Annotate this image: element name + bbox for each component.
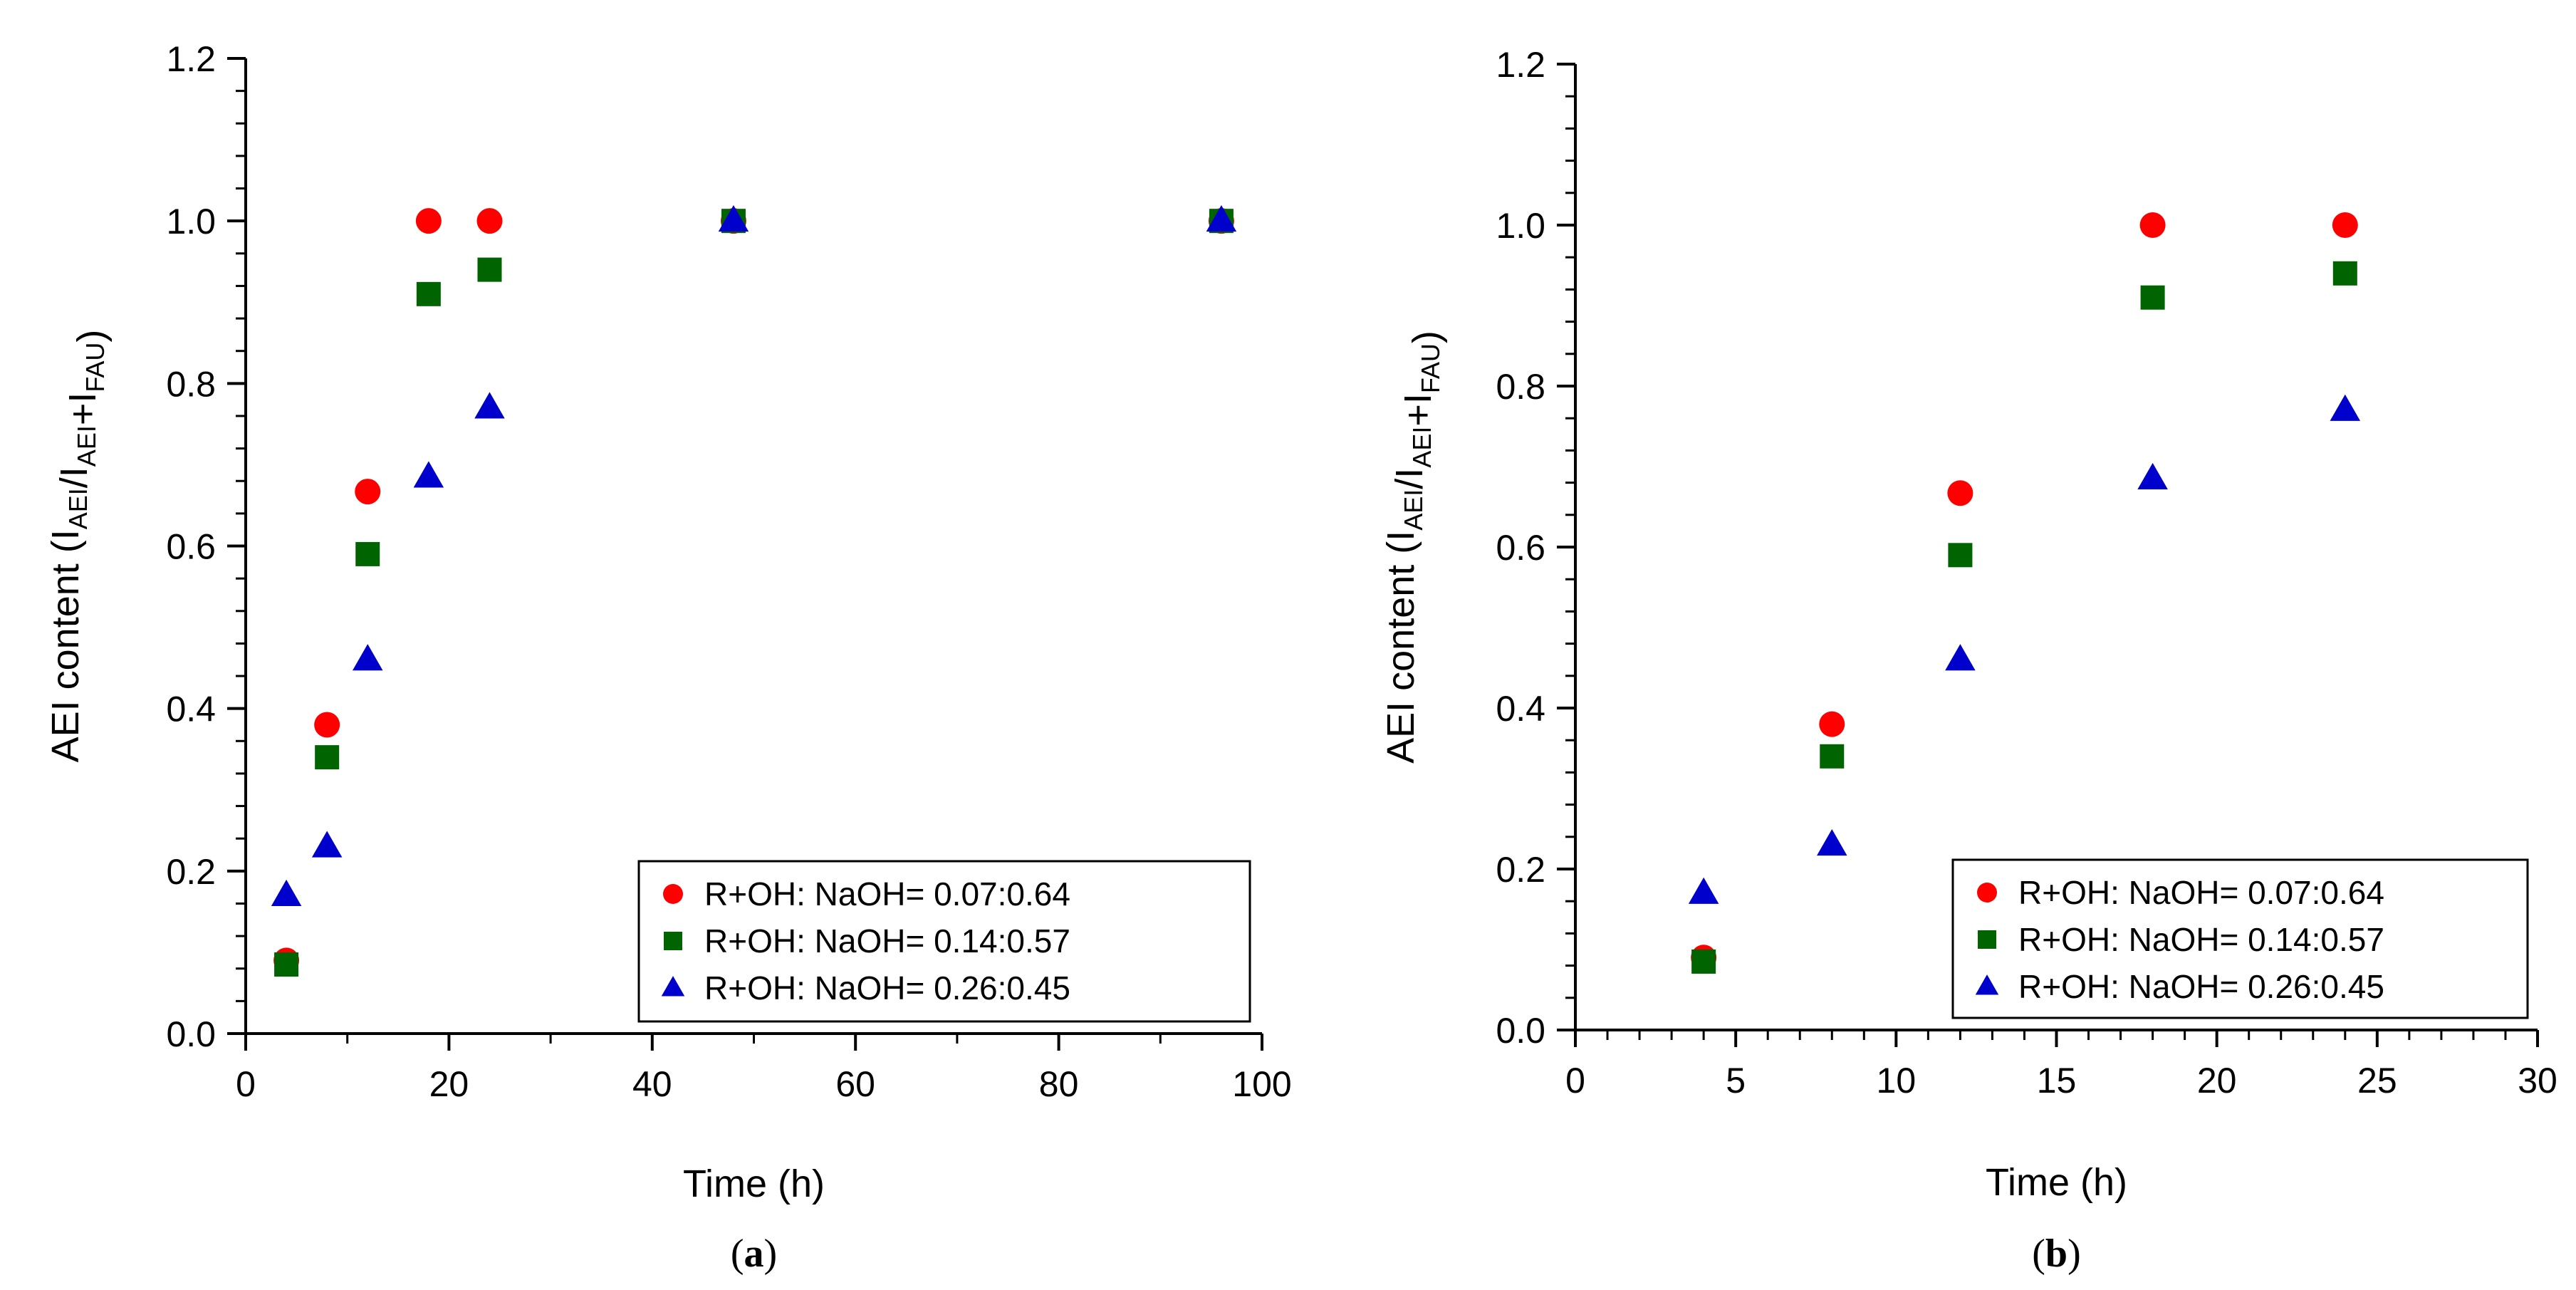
data-point-square [1691, 949, 1716, 974]
x-tick-label: 60 [835, 1064, 875, 1104]
data-point-triangle [1817, 828, 1847, 856]
data-point-circle [2332, 212, 2358, 238]
data-point-circle [415, 208, 442, 234]
legend-marker-square [664, 932, 682, 950]
y-tick-label: 0.0 [166, 1014, 216, 1054]
data-point-circle [355, 479, 381, 505]
data-point-triangle [474, 392, 505, 419]
y-tick-label: 1.0 [166, 202, 216, 241]
data-point-triangle [718, 205, 749, 232]
legend: R+OH: NaOH= 0.07:0.64 R+OH: NaOH= 0.14:0.… [637, 860, 1251, 1023]
panel-caption: (a) [731, 1232, 777, 1276]
data-point-circle [1819, 711, 1845, 737]
data-point-triangle [413, 461, 444, 488]
data-point-circle [2139, 212, 2166, 238]
x-tick-label: 0 [1565, 1061, 1585, 1101]
x-tick-label: 80 [1039, 1064, 1079, 1104]
data-point-square [416, 281, 441, 306]
legend-marker-circle [1977, 883, 1997, 903]
legend-marker-square [1978, 930, 1996, 949]
series-circle [273, 208, 1234, 974]
chart-panel-a: 0 20 40 60 80 100 0.0 0.2 0.4 0.6 0.8 1.0 1.2 Time (h… [44, 39, 1292, 1276]
data-point-triangle [1945, 644, 1976, 671]
data-point-triangle [1688, 877, 1719, 904]
data-point-square [1820, 744, 1845, 769]
data-point-square [1948, 543, 1973, 568]
x-tick-label: 10 [1877, 1061, 1917, 1101]
x-tick-label: 15 [2037, 1061, 2077, 1101]
x-tick-label: 20 [429, 1064, 469, 1104]
x-tick-label: 100 [1232, 1064, 1291, 1104]
x-tick-label: 25 [2357, 1061, 2397, 1101]
data-point-triangle [2137, 462, 2168, 489]
data-point-circle [476, 208, 503, 234]
x-axis-label: Time (h) [1986, 1161, 2127, 1204]
data-point-triangle [352, 644, 383, 671]
data-point-circle [314, 712, 340, 738]
legend-label: R+OH: NaOH= 0.26:0.45 [2018, 968, 2384, 1005]
data-point-square [315, 745, 340, 770]
data-point-triangle [311, 831, 343, 858]
legend-label: R+OH: NaOH= 0.07:0.64 [704, 875, 1070, 912]
y-tick-label: 0.6 [166, 527, 216, 567]
x-tick-label: 40 [632, 1064, 672, 1104]
y-tick-label: 0.6 [1496, 528, 1545, 568]
x-tick-label: 0 [236, 1064, 256, 1104]
data-point-triangle [271, 879, 302, 907]
series-square [1691, 261, 2357, 974]
data-point-triangle [1206, 205, 1237, 232]
y-tick-label: 0.0 [1496, 1011, 1545, 1051]
x-axis-label: Time (h) [683, 1162, 825, 1205]
legend-marker-triangle [1975, 974, 1999, 995]
data-point-triangle [2330, 394, 2361, 421]
x-tick-label: 5 [1726, 1061, 1746, 1101]
legend-marker-triangle [661, 976, 685, 997]
y-tick-label: 0.4 [1496, 689, 1545, 729]
data-point-circle [1947, 480, 1973, 506]
legend-box [1951, 858, 2529, 1019]
y-axis-label: AEI content (IAEI/IAEI+IFAU) [44, 330, 113, 763]
data-point-square [355, 541, 380, 566]
chart-panel-b: 0 5 10 15 20 25 30 0.0 0.2 0.4 0.6 0.8 1.0 1.2 Time (h… [1380, 45, 2557, 1276]
x-tick-label: 30 [2518, 1061, 2557, 1101]
y-tick-label: 0.2 [1496, 850, 1545, 890]
y-tick-label: 0.4 [166, 690, 216, 729]
legend-label: R+OH: NaOH= 0.26:0.45 [704, 969, 1070, 1006]
y-tick-label: 1.2 [1496, 45, 1545, 85]
series-circle [1691, 212, 2358, 971]
panel-caption: (b) [2032, 1232, 2080, 1276]
legend-label: R+OH: NaOH= 0.14:0.57 [2018, 921, 2384, 958]
y-tick-label: 0.8 [166, 364, 216, 404]
data-point-square [2140, 285, 2165, 310]
legend: R+OH: NaOH= 0.07:0.64 R+OH: NaOH= 0.14:0.… [1951, 858, 2529, 1019]
y-tick-label: 0.8 [1496, 367, 1545, 407]
legend-marker-circle [663, 884, 683, 904]
legend-box [637, 860, 1251, 1023]
y-tick-label: 1.0 [1496, 206, 1545, 246]
y-tick-label: 1.2 [166, 39, 216, 79]
data-point-square [274, 952, 299, 977]
series-triangle [1688, 394, 2361, 904]
legend-label: R+OH: NaOH= 0.14:0.57 [704, 922, 1070, 959]
data-point-square [2332, 261, 2357, 286]
x-tick-label: 20 [2197, 1061, 2237, 1101]
y-tick-label: 0.2 [166, 852, 216, 892]
series-triangle [271, 205, 1237, 907]
legend-label: R+OH: NaOH= 0.07:0.64 [2018, 874, 2384, 911]
y-axis-label: AEI content (IAEI/IAEI+IFAU) [1380, 331, 1448, 764]
data-point-square [477, 257, 502, 282]
